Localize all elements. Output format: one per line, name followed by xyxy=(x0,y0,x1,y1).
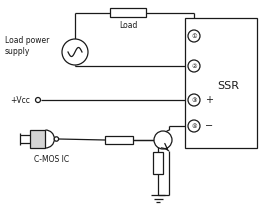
Text: ①: ① xyxy=(191,33,197,38)
Bar xyxy=(110,8,146,17)
Text: C-MOS IC: C-MOS IC xyxy=(34,155,69,164)
Text: ③: ③ xyxy=(191,97,197,103)
Text: −: − xyxy=(205,121,213,131)
Text: Load power
supply: Load power supply xyxy=(5,36,49,56)
Circle shape xyxy=(188,60,200,72)
Circle shape xyxy=(188,94,200,106)
Text: +: + xyxy=(205,95,213,105)
Bar xyxy=(185,18,257,148)
Circle shape xyxy=(154,131,172,149)
Circle shape xyxy=(36,97,41,103)
Circle shape xyxy=(54,137,59,141)
Text: ②: ② xyxy=(191,64,197,68)
Bar xyxy=(105,136,133,144)
Circle shape xyxy=(62,39,88,65)
Bar xyxy=(153,152,163,174)
Text: SSR: SSR xyxy=(217,81,239,91)
Bar xyxy=(30,130,45,148)
Text: Load: Load xyxy=(119,21,137,30)
Text: ④: ④ xyxy=(191,123,197,128)
Circle shape xyxy=(188,30,200,42)
Circle shape xyxy=(188,120,200,132)
Text: +Vcc: +Vcc xyxy=(10,95,30,104)
